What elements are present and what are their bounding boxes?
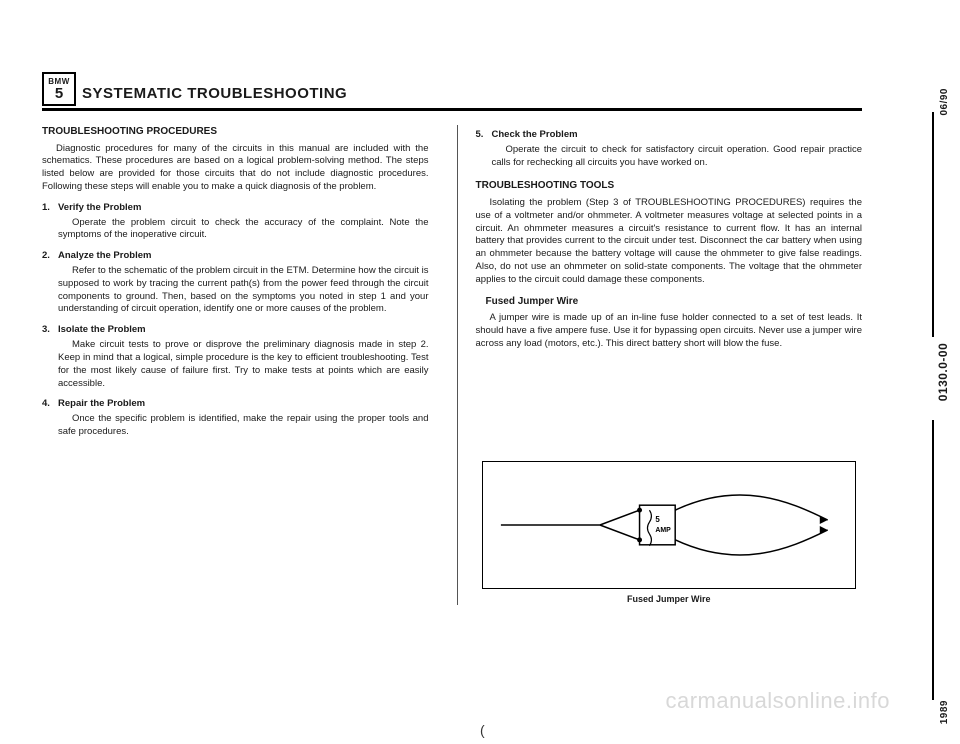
item-1-label: Verify the Problem <box>58 202 141 215</box>
item-5: 5. Check the Problem <box>476 129 863 142</box>
item-3-num: 3. <box>42 324 58 337</box>
right-column: 5. Check the Problem Operate the circuit… <box>457 125 863 605</box>
fuse-label-2: AMP <box>655 526 671 533</box>
item-1-body: Operate the problem circuit to check the… <box>58 217 429 243</box>
item-4-num: 4. <box>42 398 58 411</box>
right-p3: A jumper wire is made up of an in-line f… <box>476 312 863 350</box>
item-2-body: Refer to the schematic of the problem ci… <box>58 265 429 316</box>
item-2: 2. Analyze the Problem <box>42 250 429 263</box>
item-5-num: 5. <box>476 129 492 142</box>
item-2-num: 2. <box>42 250 58 263</box>
brand-logo: BMW 5 <box>42 72 76 106</box>
jumper-wire-svg: 5 AMP <box>491 470 848 580</box>
left-h1: TROUBLESHOOTING PROCEDURES <box>42 125 429 139</box>
margin-rule-top <box>932 112 934 337</box>
item-3-body: Make circuit tests to prove or disprove … <box>58 339 429 390</box>
item-3-label: Isolate the Problem <box>58 324 146 337</box>
page-title: SYSTEMATIC TROUBLESHOOTING <box>82 85 347 106</box>
item-4-label: Repair the Problem <box>58 398 145 411</box>
diagram-caption: Fused Jumper Wire <box>476 593 863 605</box>
item-3: 3. Isolate the Problem <box>42 324 429 337</box>
margin-year: 1989 <box>939 700 950 724</box>
watermark-text: carmanualsonline.info <box>665 688 890 714</box>
item-4-body: Once the specific problem is identified,… <box>58 413 429 439</box>
stray-paren: ( <box>480 722 485 738</box>
left-p1: Diagnostic procedures for many of the ci… <box>42 143 429 194</box>
item-2-label: Analyze the Problem <box>58 250 151 263</box>
fuse-label-1: 5 <box>655 515 660 524</box>
body-columns: TROUBLESHOOTING PROCEDURES Diagnostic pr… <box>42 125 862 605</box>
margin-section-code: 0130.0-00 <box>936 343 950 402</box>
item-5-body: Operate the circuit to check for satisfa… <box>492 144 863 170</box>
margin-date: 06/90 <box>939 88 950 116</box>
logo-line2: 5 <box>55 86 63 101</box>
item-1: 1. Verify the Problem <box>42 202 429 215</box>
left-column: TROUBLESHOOTING PROCEDURES Diagnostic pr… <box>42 125 429 605</box>
page: BMW 5 SYSTEMATIC TROUBLESHOOTING TROUBLE… <box>42 72 862 605</box>
fused-jumper-diagram: 5 AMP <box>482 461 857 589</box>
item-5-label: Check the Problem <box>492 129 578 142</box>
right-sub1: Fused Jumper Wire <box>486 295 863 309</box>
item-4: 4. Repair the Problem <box>42 398 429 411</box>
item-1-num: 1. <box>42 202 58 215</box>
right-h2: TROUBLESHOOTING TOOLS <box>476 179 863 193</box>
header-row: BMW 5 SYSTEMATIC TROUBLESHOOTING <box>42 72 862 111</box>
right-p2: Isolating the problem (Step 3 of TROUBLE… <box>476 197 863 287</box>
margin-rule-bottom <box>932 420 934 700</box>
